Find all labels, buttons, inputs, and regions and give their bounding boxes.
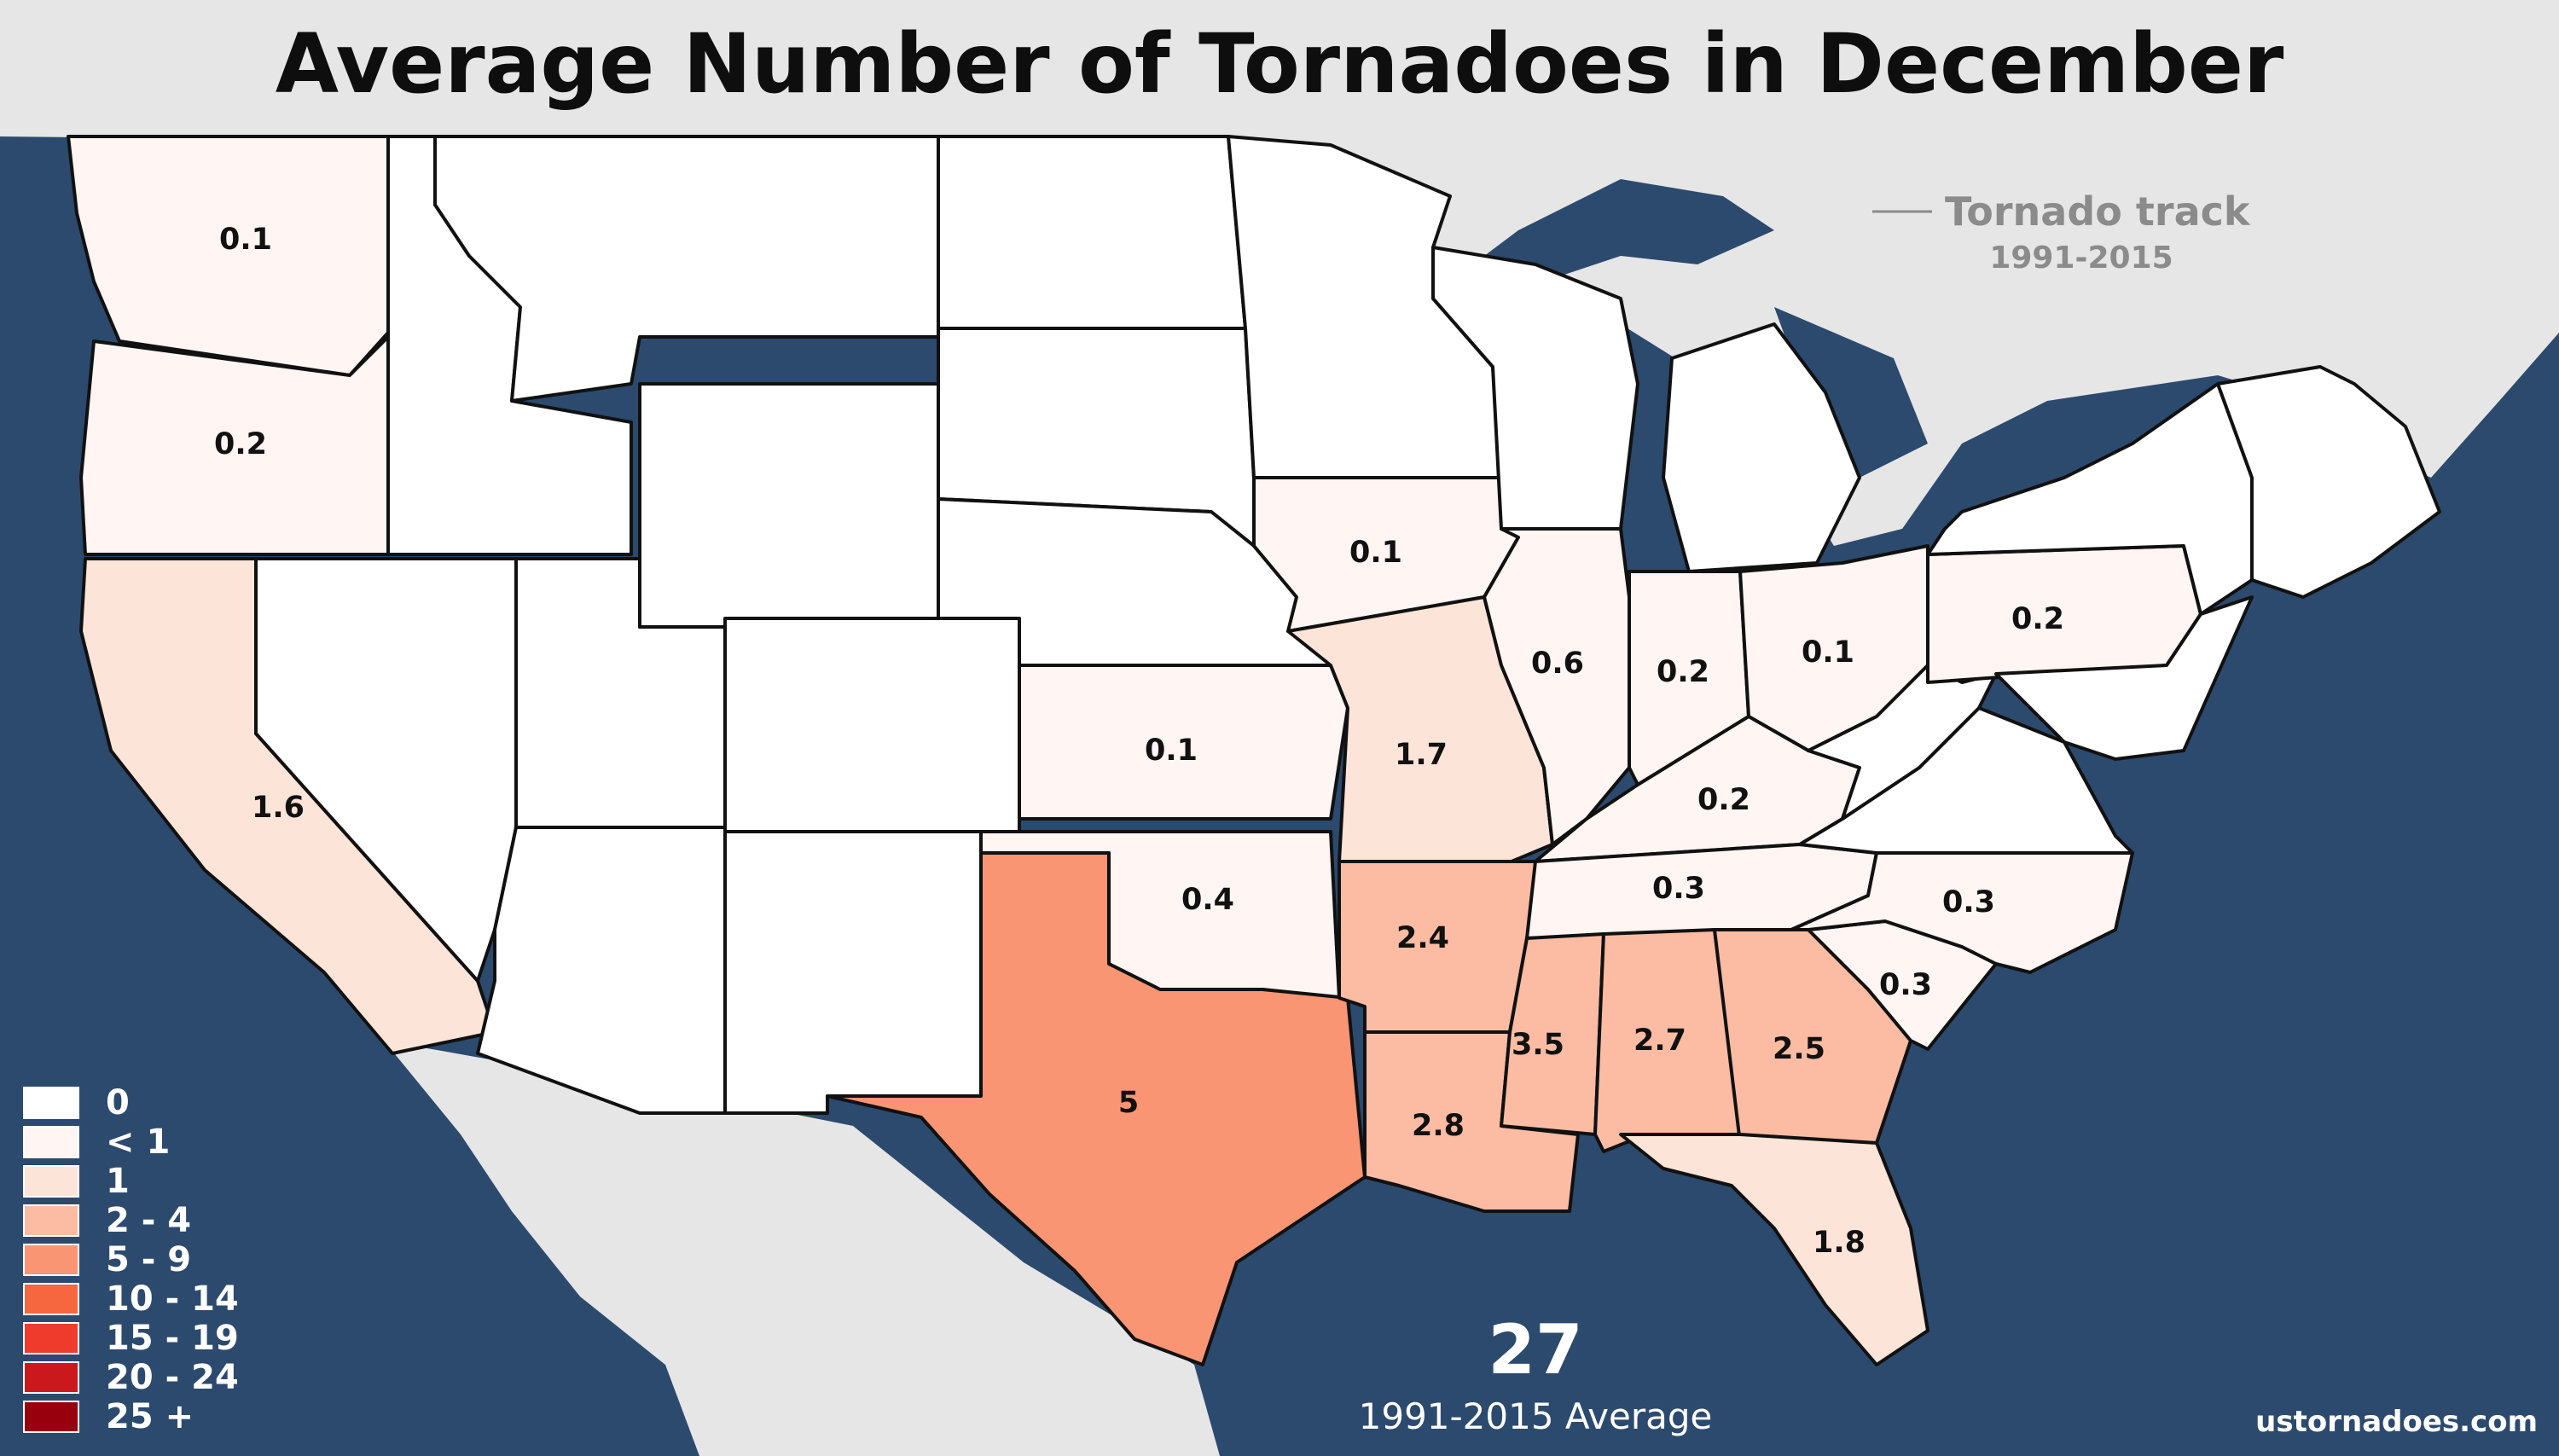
state-label-pa: 0.2 [2011, 602, 2064, 636]
legend-swatch [23, 1401, 79, 1433]
state-fl [1619, 1133, 1929, 1366]
state-ks [1018, 664, 1349, 821]
state-label-oh: 0.1 [1802, 635, 1854, 670]
legend-swatch [23, 1204, 79, 1237]
legend-swatch [23, 1361, 79, 1394]
states-layer [67, 135, 2441, 1366]
state-label-nc: 0.3 [1942, 885, 1995, 919]
state-new-england [2216, 365, 2441, 599]
state-ms [1500, 932, 1605, 1136]
state-label-ga: 2.5 [1773, 1032, 1825, 1066]
state-nm [723, 830, 983, 1115]
tornado-track-years: 1991-2015 [1989, 241, 2173, 276]
state-label-mo: 1.7 [1395, 738, 1448, 772]
mexico-land [384, 1041, 1220, 1456]
tornado-track-label: Tornado track [1945, 189, 2251, 235]
state-label-fl: 1.8 [1813, 1226, 1866, 1260]
legend-label: 15 - 19 [106, 1319, 239, 1358]
legend-swatch [23, 1087, 79, 1119]
state-label-wa: 0.1 [219, 223, 272, 257]
state-label-in: 0.2 [1657, 655, 1709, 689]
state-tx [826, 851, 1367, 1366]
state-md-de-nj [1994, 595, 2254, 761]
map-title: Average Number of Tornadoes in December [276, 16, 2284, 112]
state-label-tn: 0.3 [1652, 872, 1705, 906]
legend-swatch [23, 1165, 79, 1198]
legend-label: 5 - 9 [106, 1240, 191, 1279]
lake-superior [1450, 179, 1774, 281]
state-mi [1662, 322, 1861, 573]
state-label-al: 2.7 [1633, 1024, 1686, 1058]
state-label-ar: 2.4 [1396, 921, 1449, 955]
state-label-ky: 0.2 [1697, 783, 1750, 817]
legend-label: 10 - 14 [106, 1279, 239, 1319]
legend-swatch [23, 1126, 79, 1158]
source-credit: ustornadoes.com [2255, 1405, 2538, 1439]
state-value-labels: 0.1 0.2 1.6 0.1 0.6 0.2 0.1 0.2 0.1 1.7 0.2 0.4 0.3 0… [214, 223, 2064, 1260]
state-label-tx: 5 [1118, 1086, 1139, 1120]
legend-label: 2 - 4 [106, 1201, 191, 1240]
state-label-ca: 1.6 [252, 791, 305, 825]
legend-label: < 1 [106, 1122, 170, 1162]
legend-label: 25 + [106, 1397, 194, 1436]
lake-michigan-huron [1621, 307, 1928, 580]
state-label-ks: 0.1 [1145, 734, 1198, 768]
legend-swatch [23, 1244, 79, 1276]
total-average-caption: 1991-2015 Average [1359, 1395, 1713, 1437]
legend-swatch [23, 1322, 79, 1354]
legend-swatch [23, 1283, 79, 1315]
legend-label: 0 [106, 1083, 130, 1122]
state-label-ia: 0.1 [1349, 536, 1402, 570]
state-nd [937, 135, 1247, 330]
total-average-value: 27 [1488, 1310, 1582, 1389]
state-wy [638, 382, 940, 629]
state-label-il: 0.6 [1531, 647, 1584, 681]
state-il [1483, 527, 1631, 846]
state-co [723, 617, 1021, 833]
state-label-la: 2.8 [1412, 1109, 1465, 1143]
state-label-ms: 3.5 [1512, 1028, 1564, 1062]
state-label-sc: 0.3 [1879, 968, 1932, 1002]
state-nc [1790, 851, 2134, 974]
legend-label: 1 [106, 1162, 130, 1201]
legend-label: 20 - 24 [106, 1358, 239, 1397]
state-label-ok: 0.4 [1181, 883, 1234, 917]
state-label-or: 0.2 [214, 427, 267, 461]
